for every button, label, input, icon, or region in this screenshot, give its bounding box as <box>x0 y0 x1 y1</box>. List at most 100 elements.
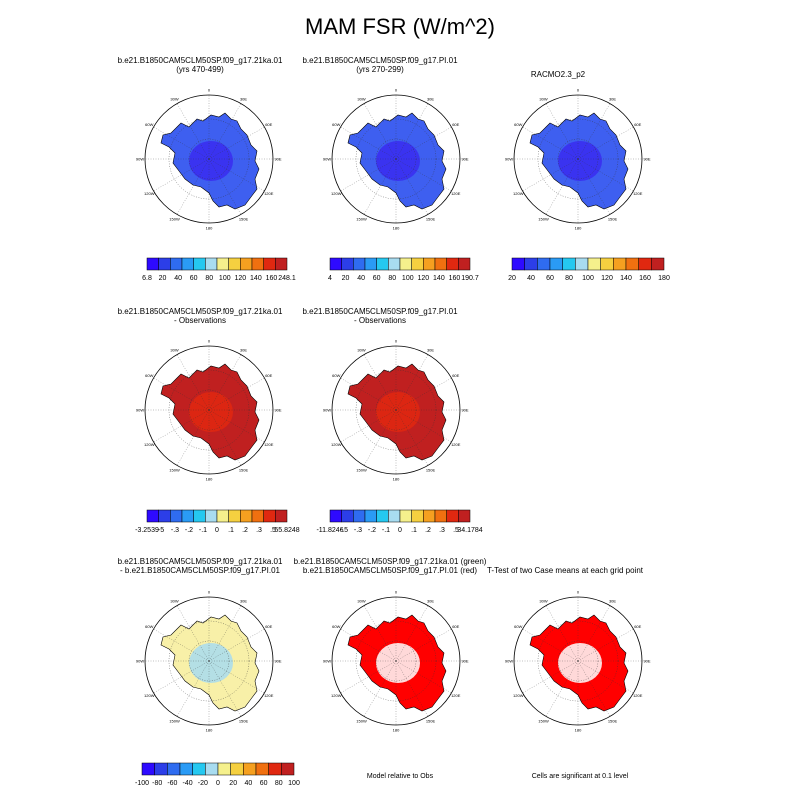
meridian-line <box>545 103 579 160</box>
colorbar-tick-label: 100 <box>219 275 231 282</box>
meridian-line <box>545 660 579 717</box>
colorbar-swatch <box>146 509 159 523</box>
colorbar-tick-label: -.3 <box>171 527 179 534</box>
longitude-label: 90E <box>274 408 281 413</box>
colorbar-swatch <box>625 257 639 271</box>
colorbar-tick-label: 120 <box>417 275 429 282</box>
colorbar-swatch <box>158 509 171 523</box>
longitude-label: 120W <box>331 191 342 196</box>
colorbar-tick-label: -20 <box>198 780 208 787</box>
meridian-line <box>395 660 429 717</box>
longitude-label: 90W <box>136 659 144 664</box>
colorbar-tick-label: 40 <box>174 275 182 282</box>
caption-line-1: b.e21.B1850CAM5CLM50SP.f09_g17.21ka.01 <box>117 56 283 65</box>
panel-caption: b.e21.B1850CAM5CLM50SP.f09_g17.21ka.01 (… <box>100 56 300 74</box>
longitude-label: 120E <box>264 693 274 698</box>
longitude-label: 60E <box>634 122 641 127</box>
colorbar-tick-label: 120 <box>234 275 246 282</box>
interior-field <box>376 392 420 432</box>
meridian-line <box>577 158 611 215</box>
longitude-label: 120W <box>144 191 155 196</box>
longitude-label: 30E <box>427 599 434 604</box>
meridian-line <box>577 628 634 662</box>
colorbar-tick-label: .1 <box>228 527 234 534</box>
meridian-line <box>340 628 397 662</box>
colorbar-tick-label: -.1 <box>199 527 207 534</box>
caption-line-2: (yrs 270-299) <box>356 65 404 74</box>
meridian-line <box>363 605 397 662</box>
colorbar-tick-label: 140 <box>250 275 262 282</box>
colorbar-swatch <box>146 257 159 271</box>
colorbar-swatch <box>255 762 269 776</box>
colorbar-swatch <box>364 509 377 523</box>
colorbar-21ka-minus-pi: -100 -80 -60 -40 -20 0 20 40 60 80 100 <box>135 762 300 787</box>
longitude-label: 120E <box>451 693 461 698</box>
colorbar-swatch <box>399 509 412 523</box>
colorbar-tick-label: 40 <box>527 275 535 282</box>
colorbar-tick-label: -3.2539 <box>135 527 159 534</box>
longitude-label: 60E <box>452 373 459 378</box>
meridian-line <box>395 409 429 466</box>
longitude-label: 90E <box>461 157 468 162</box>
colorbar-tick-label: 6.8 <box>142 275 152 282</box>
longitude-label: 60W <box>514 624 522 629</box>
longitude-label: 120W <box>513 693 524 698</box>
meridian-line <box>208 377 265 411</box>
colorbar-swatch <box>263 509 276 523</box>
colorbar-swatch <box>341 257 354 271</box>
meridian-line <box>153 409 210 443</box>
colorbar-swatch <box>587 257 601 271</box>
colorbar-swatch <box>638 257 652 271</box>
meridian-line <box>208 354 242 411</box>
colorbar-swatch <box>205 509 218 523</box>
colorbar-swatch <box>434 257 447 271</box>
caption-line-1: b.e21.B1850CAM5CLM50SP.f09_g17.PI.01 <box>302 307 458 316</box>
colorbar-swatch <box>251 257 264 271</box>
longitude-label: 150E <box>426 467 436 472</box>
meridian-line <box>363 660 397 717</box>
colorbar-tick-label: -80 <box>152 780 162 787</box>
longitude-label: 0 <box>395 339 398 344</box>
colorbar-tick-label: 80 <box>275 780 283 787</box>
longitude-label: 150W <box>169 718 180 723</box>
longitude-label: 90W <box>323 157 331 162</box>
longitude-label: 30W <box>170 348 178 353</box>
colorbar-tick-label: 0 <box>216 780 220 787</box>
colorbar-tick-label: 160 <box>266 275 278 282</box>
meridian-line <box>176 660 210 717</box>
longitude-label: 30W <box>170 97 178 102</box>
longitude-label: 30W <box>357 599 365 604</box>
longitude-label: 120E <box>264 442 274 447</box>
caption-line-1: T-Test of two Case means at each grid po… <box>486 566 644 575</box>
colorbar-tick-label: 160 <box>639 275 651 282</box>
meridian-line <box>395 409 452 443</box>
meridian-line <box>577 158 634 192</box>
longitude-label: 30E <box>427 97 434 102</box>
longitude-label: 30E <box>609 97 616 102</box>
meridian-line <box>208 660 265 694</box>
colorbar-tick-label: -40 <box>183 780 193 787</box>
colorbar-tick-label: 120 <box>601 275 613 282</box>
colorbar-swatch <box>411 509 424 523</box>
colorbar-swatch <box>341 509 354 523</box>
interior-field <box>189 392 233 432</box>
colorbar-swatch <box>388 257 401 271</box>
polar-map-pi-minus-obs: 30W 0 30E 60W 60E 90W 90E 120W 120E 150W 180 150E <box>323 339 469 482</box>
colorbar-swatch <box>141 762 155 776</box>
meridian-line <box>340 158 397 192</box>
longitude-label: 60E <box>634 624 641 629</box>
longitude-label: 120E <box>451 442 461 447</box>
meridian-line <box>522 628 579 662</box>
longitude-label: 90E <box>461 659 468 664</box>
colorbar-tick-label: -.1 <box>382 527 390 534</box>
longitude-label: 180 <box>393 226 400 231</box>
meridian-line <box>153 628 210 662</box>
longitude-label: 120W <box>331 442 342 447</box>
colorbar-tick-label: .3 <box>256 527 262 534</box>
longitude-label: 60E <box>452 122 459 127</box>
colorbar-swatch <box>192 762 206 776</box>
longitude-label: 0 <box>208 339 211 344</box>
colorbar-tick-label: -.2 <box>368 527 376 534</box>
colorbar-swatch <box>281 762 295 776</box>
colorbar-tick-label: 40 <box>357 275 365 282</box>
